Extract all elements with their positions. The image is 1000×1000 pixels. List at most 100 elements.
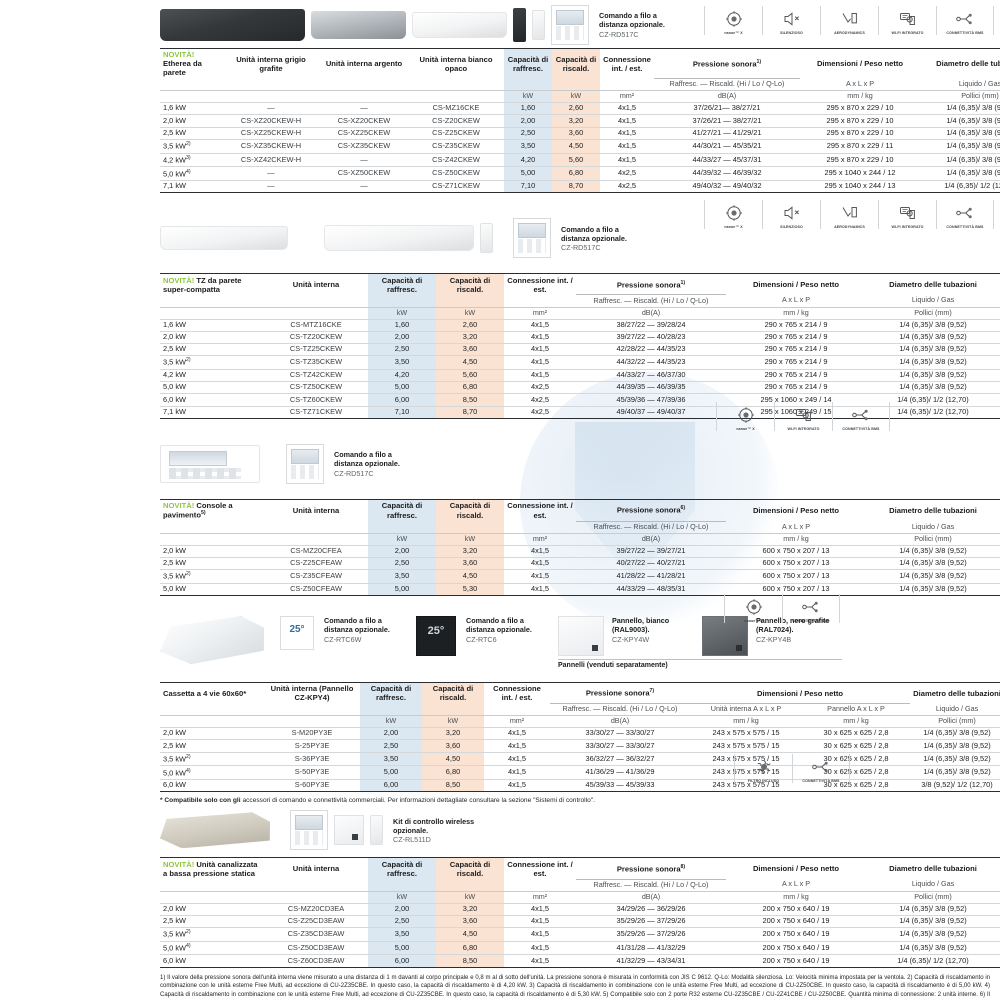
- feature-label: nanoe™ X: [744, 619, 763, 623]
- cell-model-white: CS-Z50CKEW: [408, 166, 504, 181]
- cell-dimensions-indoor: 243 x 575 x 575 / 15: [690, 751, 802, 766]
- cell-cooling-capacity: 2,00: [504, 114, 552, 128]
- table-row: 5,0 kW4) CS-Z50CD3EAW 5,00 6,80 4x1,5 41/31/2…: [160, 940, 1000, 955]
- unit-sound: dB(A): [576, 532, 726, 546]
- cell-connection: 4x1,5: [504, 940, 576, 955]
- header-cooling: Capacità di raffresc.: [504, 47, 552, 79]
- unit-sound: dB(A): [576, 890, 726, 904]
- unit-dimensions-indoor: mm / kg: [690, 715, 802, 728]
- cell-pipe-diameter: 1/4 (6,35)/ 3/8 (9,52): [866, 330, 1000, 344]
- cell-dimensions: 290 x 765 x 214 / 9: [726, 355, 866, 370]
- cell-dimensions: 295 x 1040 x 244 / 13: [800, 180, 920, 194]
- cell-model: CS-TZ20CKEW: [264, 330, 368, 344]
- table-row: 6,0 kW CS-Z60CD3EAW 6,00 8,50 4x1,5 41/32/29 …: [160, 954, 1000, 968]
- product-strip-console: Comando a filo a distanza opzionale. CZ-…: [160, 441, 990, 487]
- cell-connection: 4x1,5: [504, 355, 576, 370]
- controller-temp-display: 25°: [427, 625, 445, 638]
- header-sound: Pressione sonora1): [576, 273, 726, 296]
- unit-dimensions-panel: mm / kg: [802, 715, 911, 728]
- cell-capacity: 5,0 kW: [160, 381, 264, 394]
- cell-sound-pressure: 39/27/22 — 39/27/21: [576, 544, 726, 558]
- cassette-4way-unit-image: [160, 616, 264, 665]
- controller-temp-display: 25°: [289, 624, 305, 636]
- feature-bms-connectivity: CONNETTIVITÀ BMS: [832, 402, 890, 432]
- cell-model: CS-Z25CD3EAW: [264, 914, 368, 928]
- cell-sound-pressure: 35/29/26 — 37/29/26: [576, 914, 726, 928]
- cell-cooling-capacity: 1,60: [504, 102, 552, 115]
- cell-pipe-diameter: 1/4 (6,35)/ 3/8 (9,52): [910, 739, 1000, 753]
- feature-nanoe-x: nanoe™ X: [704, 6, 762, 36]
- feature-nanoe-x: nanoe™ X: [716, 402, 774, 432]
- sub-sound: Raffresc. — Riscald. (Hi / Lo / Q-Lo): [593, 521, 709, 531]
- cell-pipe-diameter: 1/4 (6,35)/ 3/8 (9,52): [866, 902, 1000, 916]
- table-row: 7,1 kW — — CS-Z71CKEW 7,10 8,70 4x2,5 49/40/32 …: [160, 180, 1000, 194]
- spec-table-canalizzata: NOVITÀ! Unità canalizzata a bassa pressi…: [160, 857, 1000, 968]
- cell-dimensions-panel: 30 x 625 x 625 / 2,8: [802, 751, 911, 766]
- table-header-row: Cassetta a 4 vie 60x60* Unità interna (P…: [160, 682, 1000, 705]
- cell-pipe-diameter: 1/4 (6,35)/ 3/8 (9,52): [866, 318, 1000, 332]
- cell-model: CS-Z25CFEAW: [264, 556, 368, 570]
- novita-badge: NOVITÀ!: [163, 275, 195, 285]
- cell-pipe-diameter: 1/4 (6,35)/ 3/8 (9,52): [866, 368, 1000, 382]
- header-dimensions: Dimensioni / Peso netto: [726, 498, 866, 522]
- cell-capacity: 3,5 kW2): [160, 927, 264, 942]
- header-connection: Connessione int. / est.: [504, 273, 576, 295]
- cell-model-graphite: —: [222, 180, 320, 194]
- header-pipe: Diametro delle tubazioni: [866, 273, 1000, 295]
- cell-capacity: 6,0 kW: [160, 779, 264, 793]
- cell-heating-capacity: 3,20: [422, 727, 484, 740]
- caption-title: Comando a filo a distanza opzionale.: [334, 450, 400, 469]
- feature-label: SILENZIOSO: [780, 225, 803, 229]
- cell-dimensions: 295 x 870 x 229 / 10: [800, 114, 920, 128]
- cell-connection: 4x1,5: [484, 739, 550, 753]
- cell-heating-capacity: 3,20: [436, 902, 504, 916]
- feature-label: CONNETTIVITÀ BMS: [792, 619, 830, 623]
- compatibility-note-bold: * Compatibile solo con gli: [160, 797, 241, 805]
- table-subheader-row: Raffresc. — Riscald. (Hi / Lo / Q-Lo) A …: [160, 879, 1000, 892]
- cell-heating-capacity: 4,50: [436, 927, 504, 942]
- cell-model-white: CS-MZ16CKE: [408, 102, 504, 115]
- cell-connection: 4x1,5: [484, 779, 550, 793]
- cell-connection: 4x2,5: [504, 393, 576, 407]
- sub-sound: Raffresc. — Riscald. (Hi / Lo / Q-Lo): [669, 79, 785, 89]
- cell-sound-pressure: 41/36/29 — 41/36/29: [550, 765, 690, 780]
- feature-label: nanoe™ X: [724, 225, 743, 229]
- header-dimensions: Dimensioni / Peso netto: [726, 857, 866, 880]
- cell-pipe-diameter: 1/4 (6,35)/ 3/8 (9,52): [920, 126, 1000, 140]
- cell-model: CS-MZ20CFEA: [264, 544, 368, 558]
- caption-panel-black: Pannello, nero grafite (RAL7024). CZ-KPY…: [756, 616, 842, 644]
- cell-pipe-diameter: 1/4 (6,35)/ 1/2 (12,70): [920, 180, 1000, 194]
- feature-strip-etherea: nanoe™ X SILENZIOSO AERODYNAMICS WI-FI I…: [704, 6, 994, 36]
- cell-model: CS-TZ60CKEW: [264, 393, 368, 407]
- cell-capacity: 2,5 kW: [160, 126, 222, 140]
- cell-cooling-capacity: 4,20: [504, 152, 552, 167]
- unit-dimensions: mm / kg: [726, 306, 866, 320]
- cell-dimensions: 600 x 750 x 207 / 13: [726, 582, 866, 597]
- cell-pipe-diameter: 1/4 (6,35)/ 3/8 (9,52): [920, 102, 1000, 115]
- cell-model-silver: —: [320, 152, 408, 167]
- cell-dimensions: 200 x 750 x 640 / 19: [726, 914, 866, 928]
- table-row: 2,0 kW CS-MZ20CFEA 2,00 3,20 4x1,5 39/27/22 —…: [160, 544, 1000, 558]
- cell-model: CS-MZ20CD3EA: [264, 902, 368, 916]
- feature-wifi: WI-FI INTEGRATO: [774, 402, 832, 432]
- cell-dimensions: 295 x 870 x 229 / 10: [800, 152, 920, 167]
- cell-cooling-capacity: 3,50: [368, 569, 436, 584]
- caption-code: CZ-RD517C: [334, 468, 374, 478]
- table-row: 3,5 kW2) CS-Z35CFEAW 3,50 4,50 4x1,5 41/28/22…: [160, 569, 1000, 584]
- cell-capacity: 3,5 kW2): [160, 355, 264, 370]
- unit-heating: kW: [436, 306, 504, 320]
- caption-title: Kit di controllo wireless opzionale.: [393, 816, 475, 835]
- cell-dimensions: 200 x 750 x 640 / 19: [726, 940, 866, 955]
- unit-dimensions: mm / kg: [726, 532, 866, 546]
- cell-pipe-diameter: 1/4 (6,35)/ 1/2 (12,70): [866, 393, 1000, 407]
- cell-pipe-diameter: 1/4 (6,35)/ 3/8 (9,52): [910, 765, 1000, 780]
- cell-connection: 4x1,5: [504, 927, 576, 942]
- table-row: 2,5 kW CS-Z25CD3EAW 2,50 3,60 4x1,5 35/29/26 …: [160, 914, 1000, 928]
- cell-cooling-capacity: 4,20: [368, 368, 436, 382]
- cell-cooling-capacity: 6,00: [368, 954, 436, 968]
- cell-heating-capacity: 2,60: [552, 102, 600, 115]
- cell-cooling-capacity: 2,00: [368, 330, 436, 344]
- cell-sound-pressure: 33/30/27 — 33/30/27: [550, 739, 690, 753]
- table-row: 4,2 kW CS-TZ42CKEW 4,20 5,60 4x1,5 44/33/27 —…: [160, 368, 1000, 382]
